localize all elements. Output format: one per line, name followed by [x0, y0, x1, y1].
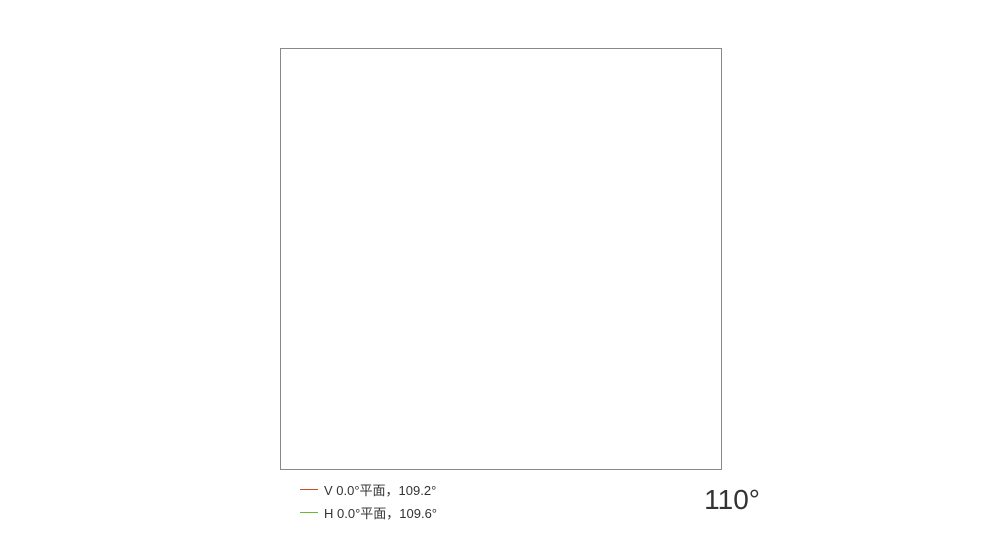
legend-label-v: V 0.0°平面，109.2°: [324, 480, 436, 499]
legend-swatch-v: [300, 489, 318, 490]
legend-label-h: H 0.0°平面，109.6°: [324, 503, 437, 522]
chart-border: [280, 48, 722, 470]
legend: V 0.0°平面，109.2° H 0.0°平面，109.6°: [300, 480, 437, 526]
page: -/+180-150-120-90-60-300306090120150 V 0…: [0, 0, 1005, 550]
polar-chart: -/+180-150-120-90-60-300306090120150: [280, 48, 720, 473]
legend-swatch-h: [300, 512, 318, 513]
legend-row-h: H 0.0°平面，109.6°: [300, 503, 437, 522]
legend-row-v: V 0.0°平面，109.2°: [300, 480, 437, 499]
summary-angle: 110°: [704, 484, 760, 516]
